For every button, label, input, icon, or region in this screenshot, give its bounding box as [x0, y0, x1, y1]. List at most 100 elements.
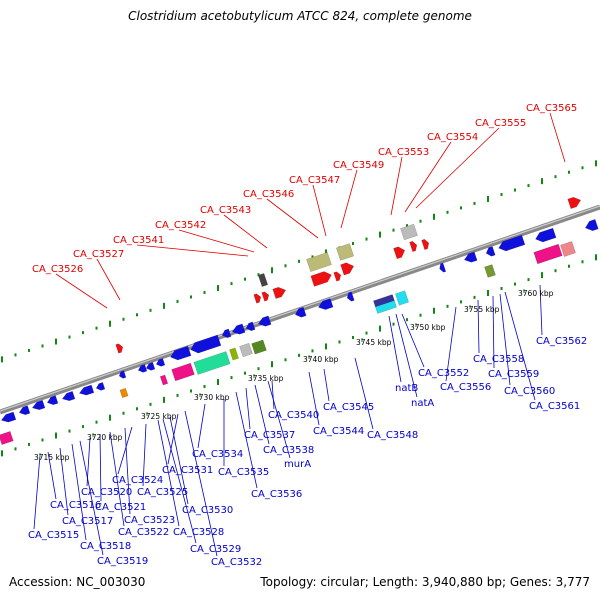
reverse-gene-label[interactable]: natB — [395, 383, 418, 394]
gene-feature[interactable] — [159, 374, 169, 386]
gene-feature[interactable] — [137, 364, 148, 373]
gene-feature[interactable] — [251, 339, 267, 355]
gene-feature[interactable] — [253, 293, 263, 304]
reverse-gene-label[interactable]: CA_C3534 — [192, 449, 243, 460]
gene-feature[interactable] — [261, 291, 271, 302]
gene-feature[interactable] — [294, 306, 307, 319]
reverse-gene-label[interactable]: CA_C3544 — [313, 426, 364, 437]
reverse-gene-label[interactable]: CA_C3537 — [244, 430, 295, 441]
gene-feature[interactable] — [340, 261, 356, 276]
reverse-gene-label[interactable]: CA_C3528 — [173, 527, 224, 538]
gene-feature[interactable] — [257, 315, 272, 328]
gene-feature[interactable] — [118, 370, 127, 380]
gene-feature[interactable] — [393, 245, 407, 260]
gene-feature[interactable] — [18, 405, 31, 417]
reverse-gene-label[interactable]: CA_C3540 — [268, 410, 319, 421]
reverse-gene-label[interactable]: CA_C3535 — [218, 467, 269, 478]
reverse-gene-label[interactable]: CA_C3518 — [80, 541, 131, 552]
reverse-gene-label[interactable]: CA_C3562 — [536, 336, 587, 347]
reverse-gene-label[interactable]: CA_C3545 — [323, 402, 374, 413]
gene-feature[interactable] — [409, 240, 419, 253]
forward-gene-label[interactable]: CA_C3553 — [378, 147, 429, 158]
gene-feature[interactable] — [485, 246, 496, 257]
gene-feature[interactable] — [484, 264, 496, 278]
gene-feature[interactable] — [421, 238, 431, 251]
forward-gene-label[interactable]: CA_C3527 — [73, 249, 124, 260]
reverse-gene-label[interactable]: CA_C3560 — [504, 386, 555, 397]
gene-feature[interactable] — [335, 243, 355, 261]
gene-feature[interactable] — [245, 321, 256, 332]
gene-feature[interactable] — [231, 323, 246, 336]
gene-feature[interactable] — [229, 347, 239, 361]
gene-feature[interactable] — [346, 291, 355, 302]
reverse-gene-label[interactable]: CA_C3532 — [211, 557, 262, 568]
gene-feature[interactable] — [317, 298, 334, 312]
reverse-gene-label[interactable]: CA_C3524 — [112, 475, 163, 486]
reverse-gene-label[interactable]: CA_C3548 — [367, 430, 418, 441]
gene-feature[interactable] — [0, 411, 17, 424]
gene-feature[interactable] — [95, 382, 106, 391]
gene-feature[interactable] — [61, 390, 76, 402]
forward-gene-label[interactable]: CA_C3546 — [243, 189, 294, 200]
gene-feature[interactable] — [169, 345, 192, 362]
reverse-gene-label[interactable]: CA_C3561 — [529, 401, 580, 412]
forward-gene-label[interactable]: CA_C3541 — [113, 235, 164, 246]
gene-feature[interactable] — [497, 234, 526, 253]
reverse-gene-label[interactable]: CA_C3556 — [440, 382, 491, 393]
reverse-gene-label[interactable]: CA_C3523 — [124, 515, 175, 526]
forward-gene-label[interactable]: CA_C3547 — [289, 175, 340, 186]
forward-gene-label[interactable]: CA_C3554 — [427, 132, 478, 143]
gene-feature[interactable] — [119, 387, 129, 399]
gene-feature[interactable] — [272, 285, 288, 299]
reverse-gene-label[interactable]: CA_C3517 — [62, 516, 113, 527]
reverse-gene-label[interactable]: natA — [411, 398, 434, 409]
reverse-gene-label[interactable]: CA_C3530 — [182, 505, 233, 516]
gene-feature[interactable] — [46, 395, 59, 407]
gene-feature[interactable] — [567, 195, 583, 209]
gene-feature[interactable] — [438, 262, 447, 273]
reverse-gene-label[interactable]: CA_C3529 — [190, 544, 241, 555]
reverse-gene-label[interactable]: CA_C3531 — [162, 465, 213, 476]
forward-gene-label[interactable]: CA_C3543 — [200, 205, 251, 216]
reverse-gene-label[interactable]: CA_C3519 — [97, 556, 148, 567]
reverse-gene-label[interactable]: CA_C3536 — [251, 489, 302, 500]
gene-feature[interactable] — [533, 243, 563, 265]
reverse-gene-label[interactable]: CA_C3521 — [95, 502, 146, 513]
forward-gene-label[interactable]: CA_C3549 — [333, 160, 384, 171]
gene-feature[interactable] — [155, 358, 166, 367]
gene-feature[interactable] — [333, 271, 343, 282]
gene-feature[interactable] — [306, 252, 332, 272]
reverse-gene-label[interactable]: CA_C3559 — [488, 369, 539, 380]
reverse-gene-label[interactable]: CA_C3552 — [418, 368, 469, 379]
gene-feature[interactable] — [395, 290, 409, 306]
gene-feature[interactable] — [193, 351, 231, 375]
reverse-gene-label[interactable]: CA_C3525 — [137, 487, 188, 498]
reverse-gene-label[interactable]: CA_C3520 — [81, 487, 132, 498]
gene-feature[interactable] — [257, 273, 269, 287]
gene-feature[interactable] — [31, 399, 46, 411]
gene-feature[interactable] — [373, 294, 395, 308]
reverse-gene-label[interactable]: CA_C3538 — [263, 445, 314, 456]
gene-feature[interactable] — [584, 219, 599, 232]
gene-feature[interactable] — [375, 300, 397, 314]
gene-feature[interactable] — [78, 384, 95, 397]
gene-feature[interactable] — [560, 241, 576, 257]
gene-feature[interactable] — [239, 342, 253, 358]
forward-gene-label[interactable]: CA_C3542 — [155, 220, 206, 231]
forward-gene-label[interactable]: CA_C3555 — [475, 118, 526, 129]
reverse-gene-label[interactable]: murA — [284, 459, 311, 470]
reverse-gene-label[interactable]: CA_C3558 — [473, 354, 524, 365]
gene-feature[interactable] — [463, 251, 478, 264]
gene-feature[interactable] — [145, 362, 156, 371]
gene-feature[interactable] — [0, 431, 14, 445]
gene-feature[interactable] — [115, 343, 125, 354]
reverse-gene-label[interactable]: CA_C3515 — [28, 530, 79, 541]
gene-feature[interactable] — [534, 227, 557, 244]
reverse-gene-label[interactable]: CA_C3522 — [118, 527, 169, 538]
gene-feature[interactable] — [310, 270, 333, 287]
reverse-gene-label[interactable]: CA_C3516 — [50, 500, 101, 511]
gene-feature[interactable] — [400, 223, 418, 241]
forward-gene-label[interactable]: CA_C3565 — [526, 103, 577, 114]
gene-feature[interactable] — [221, 328, 232, 339]
